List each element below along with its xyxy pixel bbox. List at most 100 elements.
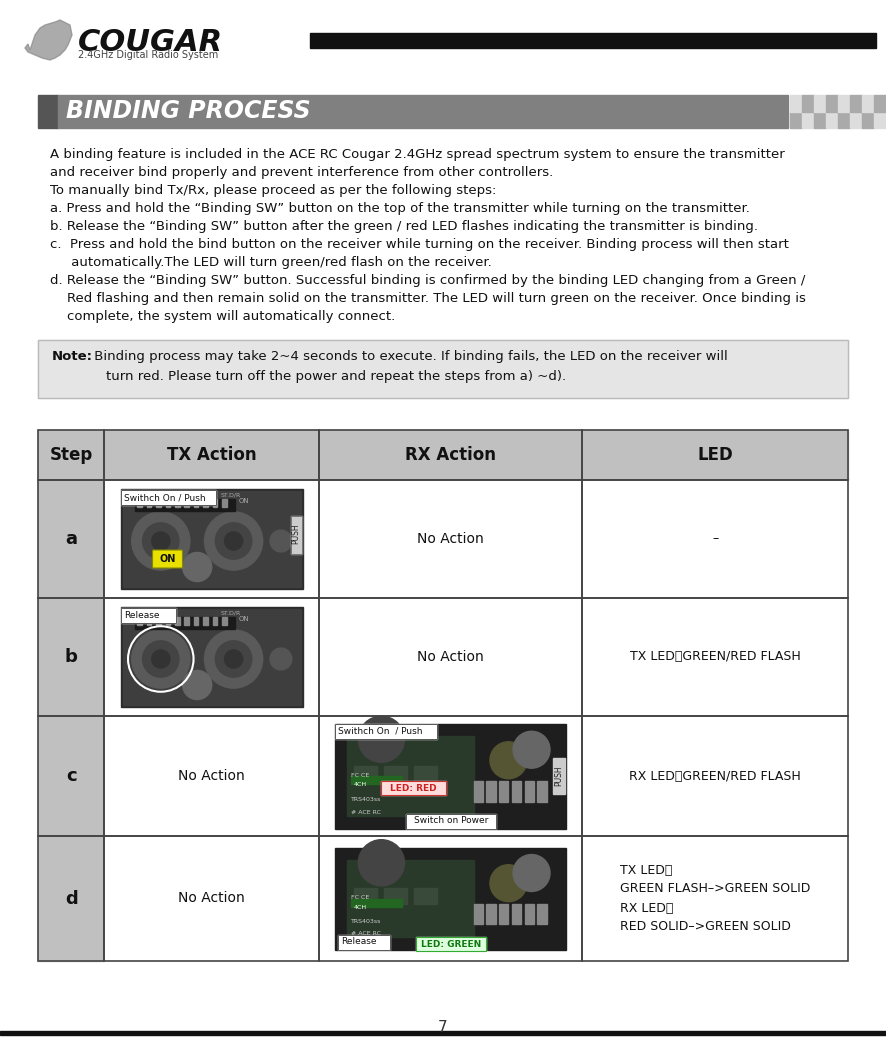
Bar [38, 716, 105, 836]
Circle shape [358, 717, 405, 762]
Bar [213, 499, 217, 506]
Bar [512, 904, 521, 924]
Text: Swithch On / Push: Swithch On / Push [124, 494, 206, 502]
Circle shape [143, 641, 179, 677]
Bar [319, 480, 582, 598]
Bar [175, 617, 180, 625]
Text: ON: ON [239, 498, 250, 504]
Text: Switch on Power: Switch on Power [414, 816, 488, 825]
Bar [120, 490, 216, 505]
Text: A binding feature is included in the ACE RC Cougar 2.4GHz spread spectrum system: A binding feature is included in the ACE… [50, 148, 785, 161]
Text: ST.D/R: ST.D/R [221, 493, 241, 497]
Text: and receiver bind properly and prevent interference from other controllers.: and receiver bind properly and prevent i… [50, 166, 553, 179]
Circle shape [152, 650, 170, 668]
Bar [291, 516, 302, 554]
Bar [582, 716, 848, 836]
Bar [319, 480, 582, 598]
Bar [582, 430, 848, 480]
Bar [136, 617, 236, 629]
Circle shape [215, 641, 252, 677]
Bar [310, 33, 876, 48]
Bar [826, 111, 838, 128]
Bar [346, 736, 474, 816]
Text: FC CE: FC CE [352, 773, 369, 778]
Bar [582, 716, 848, 836]
Circle shape [270, 530, 291, 552]
Bar [414, 888, 437, 904]
Text: COUGAR: COUGAR [78, 28, 223, 57]
Bar [136, 499, 236, 511]
Bar [204, 499, 208, 506]
Bar [105, 480, 319, 598]
Bar [58, 95, 788, 128]
Bar [354, 765, 377, 781]
Circle shape [513, 855, 550, 891]
Text: automatically.The LED will turn green/red flash on the receiver.: automatically.The LED will turn green/re… [50, 256, 492, 269]
Bar [194, 499, 198, 506]
Text: To manually bind Tx/Rx, please proceed as per the following steps:: To manually bind Tx/Rx, please proceed a… [50, 184, 496, 197]
Circle shape [183, 671, 212, 700]
Bar [0, 1031, 886, 1035]
Bar [582, 836, 848, 961]
Bar [146, 499, 152, 506]
Text: LED: LED [697, 446, 733, 464]
Text: Release: Release [124, 612, 159, 621]
Bar [166, 617, 170, 625]
Bar [194, 617, 198, 625]
Circle shape [513, 731, 550, 769]
Text: LED: RED: LED: RED [390, 784, 437, 792]
Bar [120, 607, 303, 707]
Bar [319, 716, 582, 836]
Bar [826, 95, 838, 111]
Bar [838, 111, 850, 128]
Bar [474, 781, 483, 802]
Bar [582, 430, 848, 480]
Bar [184, 499, 189, 506]
Text: b. Release the “Binding SW” button after the green / red LED flashes indicating : b. Release the “Binding SW” button after… [50, 220, 758, 233]
Bar [38, 598, 105, 716]
Text: complete, the system will automatically connect.: complete, the system will automatically … [50, 310, 395, 323]
Bar [582, 598, 848, 716]
Text: Binding process may take 2~4 seconds to execute. If binding fails, the LED on th: Binding process may take 2~4 seconds to … [90, 350, 727, 363]
Bar [146, 617, 152, 625]
Bar [335, 724, 437, 738]
Text: No Action: No Action [178, 769, 245, 783]
Polygon shape [25, 20, 72, 60]
Bar [319, 598, 582, 716]
Circle shape [224, 531, 243, 550]
Bar [406, 813, 495, 829]
Text: 7: 7 [439, 1020, 447, 1036]
Bar [120, 490, 216, 505]
Circle shape [358, 839, 405, 886]
Bar [582, 598, 848, 716]
Text: d: d [65, 889, 78, 908]
Bar [222, 617, 227, 625]
Bar [123, 491, 300, 587]
Bar [790, 111, 802, 128]
Bar [525, 904, 534, 924]
Text: TRS403ss: TRS403ss [352, 919, 382, 924]
Bar [874, 111, 886, 128]
Bar [406, 813, 495, 829]
Bar [862, 111, 874, 128]
Bar [862, 95, 874, 111]
Text: b: b [65, 648, 78, 666]
Bar [105, 836, 319, 961]
Bar [850, 95, 862, 111]
Text: OFF: OFF [130, 498, 144, 504]
Bar [105, 430, 319, 480]
Bar [537, 781, 547, 802]
Bar [352, 776, 402, 784]
Bar [38, 340, 848, 398]
Text: 4CH: 4CH [354, 782, 367, 787]
Bar [38, 430, 105, 480]
Bar [123, 609, 300, 705]
Text: # ACE RC: # ACE RC [352, 931, 381, 936]
Text: ON: ON [159, 554, 175, 564]
Bar [105, 598, 319, 716]
Bar [319, 716, 582, 836]
Text: No Action: No Action [417, 650, 484, 664]
Bar [354, 888, 377, 904]
Bar [137, 617, 142, 625]
Bar [582, 480, 848, 598]
